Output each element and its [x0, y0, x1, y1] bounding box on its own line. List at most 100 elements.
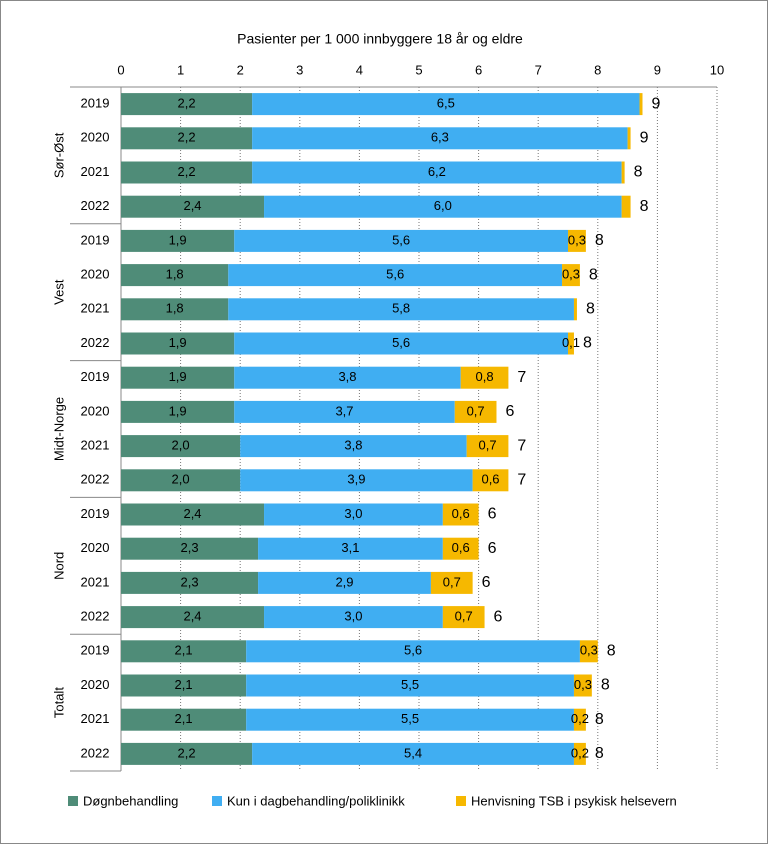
x-tick-label: 6: [475, 62, 482, 77]
bar-segment: [121, 708, 247, 731]
bar-segment: [121, 366, 235, 389]
group-label: Midt-Norge: [51, 397, 66, 461]
bar-segment: [442, 503, 479, 526]
bar-segment: [121, 229, 235, 252]
data-label: 1,9: [169, 335, 187, 350]
legend-label: Kun i dagbehandling/poliklinikk: [227, 793, 405, 808]
data-label: 3,9: [347, 472, 365, 487]
data-label: 2,2: [178, 96, 196, 111]
total-label: 6: [488, 506, 497, 523]
bar-segment: [579, 640, 598, 663]
y-tick-label: 2019: [81, 369, 110, 384]
data-label: 0,6: [452, 540, 470, 555]
data-label: 0,3: [568, 232, 586, 247]
legend-label: Døgnbehandling: [83, 793, 178, 808]
y-tick-label: 2022: [81, 472, 110, 487]
y-tick-label: 2019: [81, 643, 110, 658]
y-tick-label: 2021: [81, 301, 110, 316]
legend-swatch: [68, 796, 78, 806]
y-tick-label: 2021: [81, 574, 110, 589]
chart-title: Pasienter per 1 000 innbyggere 18 år og …: [237, 31, 523, 47]
bar-segment: [121, 674, 247, 697]
data-label: 6,3: [431, 130, 449, 145]
data-label: 0,8: [476, 369, 494, 384]
bar-segment: [252, 161, 622, 184]
data-label: 1,8: [166, 301, 184, 316]
total-label: 8: [586, 301, 595, 318]
bar-segment: [573, 742, 586, 765]
data-label: 5,5: [401, 711, 419, 726]
y-tick-label: 2021: [81, 164, 110, 179]
data-label: 2,4: [183, 198, 201, 213]
bar-segment: [460, 366, 509, 389]
data-label: 2,3: [181, 574, 199, 589]
y-tick-label: 2020: [81, 540, 110, 555]
bar-segment: [121, 469, 241, 492]
y-tick-label: 2019: [81, 96, 110, 111]
data-label: 0,3: [580, 643, 598, 658]
bar-segment: [121, 606, 265, 629]
y-tick-label: 2022: [81, 198, 110, 213]
bar-segment: [621, 161, 625, 184]
bar-segment: [442, 606, 485, 629]
bar-segment: [258, 537, 443, 560]
data-label: 5,8: [392, 301, 410, 316]
bar-segment: [228, 298, 574, 321]
bar-segment: [121, 93, 253, 116]
y-tick-label: 2020: [81, 130, 110, 145]
bar-segment: [234, 332, 569, 355]
data-label: 1,9: [169, 369, 187, 384]
x-tick-label: 10: [710, 62, 724, 77]
total-label: 7: [517, 437, 526, 454]
legend-swatch: [212, 796, 222, 806]
x-tick-label: 3: [296, 62, 303, 77]
bar-segment: [252, 93, 640, 116]
group-label: Nord: [51, 552, 66, 580]
data-label: 5,6: [392, 335, 410, 350]
y-tick-label: 2019: [81, 232, 110, 247]
bar-segment: [121, 503, 265, 526]
bar-segment: [258, 571, 431, 594]
bar-segment: [121, 195, 265, 218]
data-label: 3,0: [344, 506, 362, 521]
bar-segment: [573, 298, 577, 321]
data-label: 6,0: [434, 198, 452, 213]
data-label: 2,3: [181, 540, 199, 555]
total-label: 8: [634, 164, 643, 181]
data-label: 2,1: [175, 677, 193, 692]
data-label: 3,8: [338, 369, 356, 384]
data-label: 2,1: [175, 711, 193, 726]
bar-segment: [121, 537, 259, 560]
total-label: 9: [640, 130, 649, 147]
bar-segment: [246, 640, 580, 663]
total-label: 7: [517, 472, 526, 489]
data-label: 3,0: [344, 609, 362, 624]
total-label: 6: [488, 540, 497, 557]
bar-segment: [573, 674, 592, 697]
data-label: 1,9: [169, 232, 187, 247]
data-label: 5,6: [386, 267, 404, 282]
y-tick-label: 2022: [81, 335, 110, 350]
bar-segment: [121, 298, 229, 321]
legend-label: Henvisning TSB i psykisk helsevern: [471, 793, 677, 808]
bar-segment: [121, 400, 235, 423]
x-tick-label: 9: [654, 62, 661, 77]
bar-segment: [228, 264, 563, 287]
data-label: 2,0: [172, 472, 190, 487]
data-label: 0,2: [571, 745, 589, 760]
bar-segment: [121, 640, 247, 663]
bar-segment: [264, 195, 622, 218]
total-label: 7: [517, 369, 526, 386]
total-label: 9: [652, 95, 661, 112]
bar-segment: [621, 195, 631, 218]
bar-segment: [246, 708, 574, 731]
bar-segment: [466, 435, 509, 458]
x-tick-label: 2: [237, 62, 244, 77]
bar-segment: [234, 229, 569, 252]
bar-segment: [627, 127, 631, 150]
total-label: 8: [595, 711, 604, 728]
group-label: Vest: [51, 279, 66, 305]
data-label: 6,5: [437, 96, 455, 111]
data-label: 0,7: [467, 403, 485, 418]
